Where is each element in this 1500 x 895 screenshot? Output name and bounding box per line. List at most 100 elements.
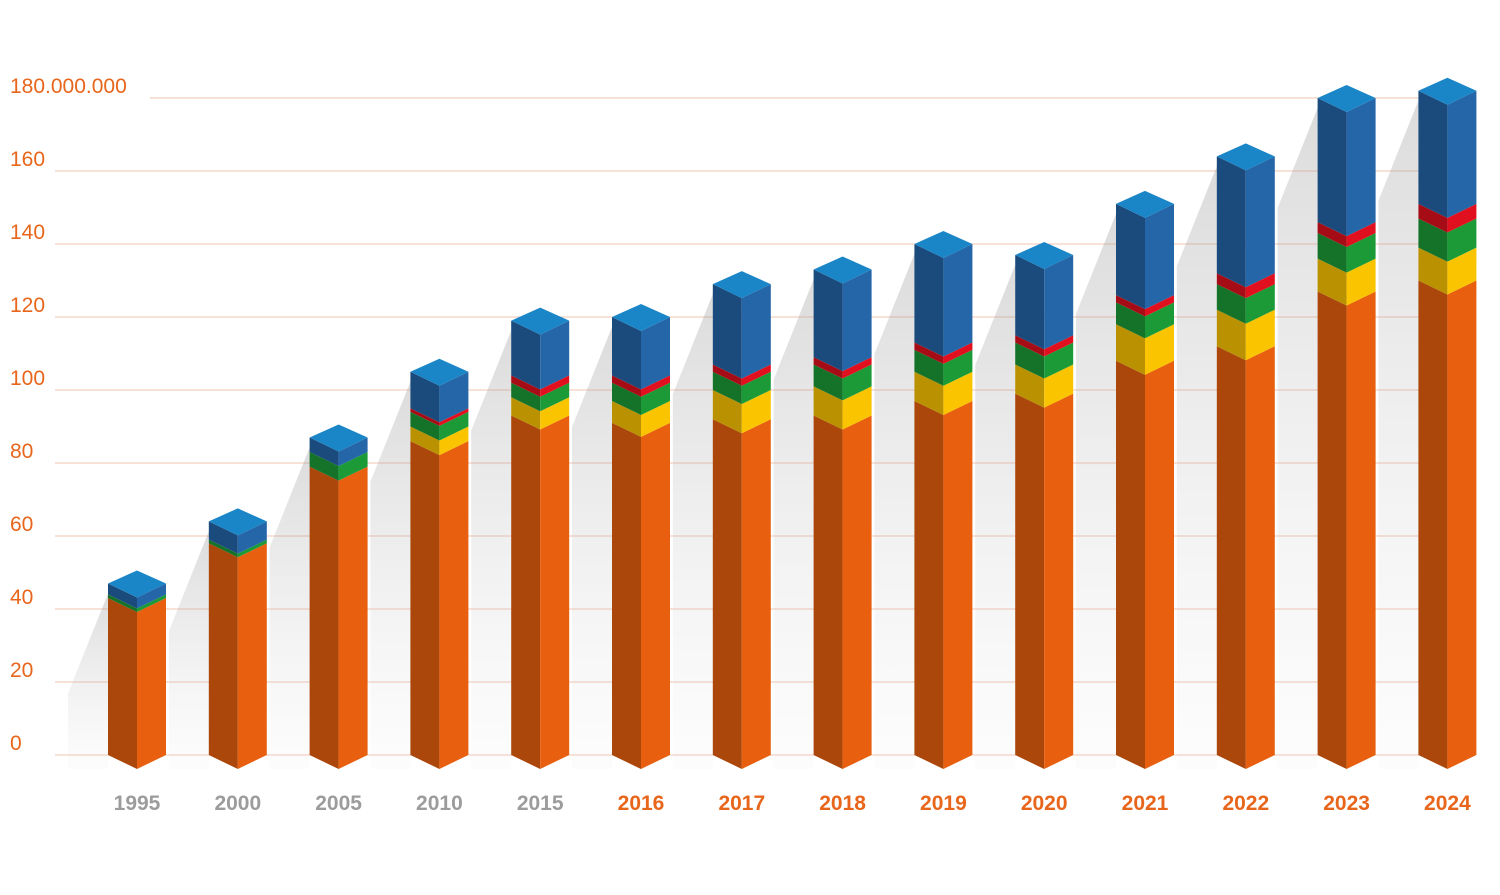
x-tick-label-2000: 2000 (214, 792, 261, 815)
bar-segment-2018-s4-right (842, 269, 872, 372)
bar-segment-1995-s2-right (137, 594, 166, 613)
x-tick-label-2021: 2021 (1122, 792, 1169, 815)
x-tick-label-2023: 2023 (1323, 792, 1370, 815)
bar-shadow-2018 (773, 279, 814, 769)
bar-segment-2020-s1-right (1044, 364, 1074, 408)
bar-segment-2016-s0-left (612, 422, 641, 769)
bar-segment-2016-s0-right (641, 422, 670, 769)
bar-segment-2018-s1-right (842, 386, 872, 430)
x-tick-label-1995: 1995 (114, 792, 161, 815)
bar-segment-2005-s0-right (338, 466, 368, 769)
y-tick-label-60: 60 (10, 513, 33, 536)
bar-top-2010 (410, 358, 469, 386)
bar-segment-2015-s1-left (511, 397, 541, 430)
bar-segment-2019-s0-left (914, 400, 944, 769)
bar-segment-2024-s0-right (1447, 280, 1477, 769)
bar-segment-2019-s4-left (914, 244, 944, 357)
bar-segment-2018-s3-left (813, 357, 843, 379)
x-tick-label-2019: 2019 (920, 792, 967, 815)
bar-segment-2000-s0-left (208, 543, 238, 769)
bar-segment-2017-s2-right (741, 371, 771, 404)
bar-segment-2024-s3-left (1418, 203, 1448, 233)
bar-segment-2010-s3-left (410, 408, 440, 426)
bar-segment-2005-s0-left (309, 466, 339, 769)
bar-segment-2018-s4-left (813, 269, 843, 372)
bar-segment-2010-s0-right (439, 441, 469, 769)
bar-top-2018 (813, 256, 872, 284)
bar-shadow-2024 (1378, 100, 1419, 769)
bar-segment-2020-s0-left (1015, 393, 1045, 769)
bar-segment-2017-s2-left (712, 371, 742, 404)
bar-segment-2000-s2-right (237, 539, 267, 558)
bar-segment-2020-s1-left (1015, 364, 1045, 408)
bar-2005 (309, 424, 368, 769)
y-tick-label-160: 160 (10, 148, 45, 171)
bar-segment-2021-s0-left (1116, 360, 1145, 769)
bar-shadow-2005 (269, 447, 310, 769)
bar-segment-2018-s1-left (813, 386, 843, 430)
bar-segment-2022-s3-left (1216, 273, 1246, 299)
bar-segment-2022-s0-right (1245, 346, 1275, 769)
x-tick-label-2024: 2024 (1424, 792, 1471, 815)
bar-top-2024 (1418, 77, 1477, 105)
bar-segment-2019-s4-right (943, 244, 973, 357)
bar-segment-2016-s3-right (641, 375, 670, 397)
bar-segment-2010-s0-left (410, 441, 440, 769)
bar-segment-2017-s0-left (712, 419, 742, 769)
bar-segment-2020-s2-left (1015, 342, 1045, 379)
bar-segment-2023-s4-right (1346, 98, 1376, 237)
bar-segment-2020-s3-right (1044, 335, 1074, 357)
bar-segment-2022-s1-right (1245, 309, 1275, 361)
bar-segment-2015-s2-left (511, 382, 541, 412)
bar-segment-2024-s0-left (1418, 280, 1448, 769)
x-tick-label-2005: 2005 (315, 792, 362, 815)
bar-segment-2010-s4-left (410, 371, 440, 423)
bar-segment-2021-s4-right (1145, 203, 1174, 310)
bar-segment-2015-s3-left (511, 375, 541, 397)
bar-segment-2023-s4-left (1317, 98, 1347, 237)
bar-segment-2005-s4-right (338, 437, 368, 467)
bar-segment-2005-s2-right (338, 452, 368, 481)
bar-shadow-2015 (471, 330, 512, 769)
bar-segment-2024-s2-left (1418, 218, 1448, 262)
y-tick-label-180: 180.000.000 (10, 75, 127, 98)
bar-shadow-2022 (1176, 166, 1217, 769)
bar-segment-2022-s4-right (1245, 156, 1275, 288)
bar-segment-2017-s0-right (741, 419, 771, 769)
bar-segment-2000-s4-left (208, 521, 238, 554)
bar-2024 (1418, 77, 1477, 769)
bar-top-2000 (208, 508, 267, 536)
bar-segment-1995-s4-right (137, 583, 166, 609)
bars (108, 77, 1477, 769)
bar-2020 (1015, 241, 1074, 769)
bar-shadow-2023 (1277, 108, 1318, 769)
bar-segment-1995-s0-left (108, 598, 137, 769)
bar-shadow-2021 (1076, 213, 1116, 770)
bar-segment-2015-s2-right (540, 382, 570, 412)
bar-segment-2010-s1-left (410, 426, 440, 456)
bar-segment-2022-s3-right (1245, 273, 1275, 299)
bar-segment-2021-s1-right (1145, 324, 1174, 375)
bar-segment-2015-s4-left (511, 320, 541, 390)
bar-top-2021 (1116, 190, 1174, 218)
bar-shadow-2020 (975, 264, 1016, 769)
bar-shadow-2016 (572, 327, 612, 769)
bar-segment-1995-s4-left (108, 583, 137, 609)
bar-2018 (813, 256, 872, 769)
bar-segment-2021-s2-right (1145, 302, 1174, 339)
x-tick-label-2020: 2020 (1021, 792, 1068, 815)
x-tick-label-2017: 2017 (718, 792, 765, 815)
y-tick-label-20: 20 (10, 659, 33, 682)
bar-segment-2022-s1-left (1216, 309, 1246, 361)
bar-2015 (511, 307, 570, 769)
bar-segment-2023-s1-left (1317, 258, 1347, 306)
bar-segment-2019-s3-right (943, 342, 973, 364)
bar-top-2023 (1317, 85, 1376, 112)
bar-top-2015 (511, 307, 570, 335)
bar-segment-2017-s4-right (741, 284, 771, 379)
bar-segment-2010-s1-right (439, 426, 469, 456)
bar-segment-2016-s2-left (612, 382, 641, 415)
bar-shadow-2019 (874, 254, 915, 769)
